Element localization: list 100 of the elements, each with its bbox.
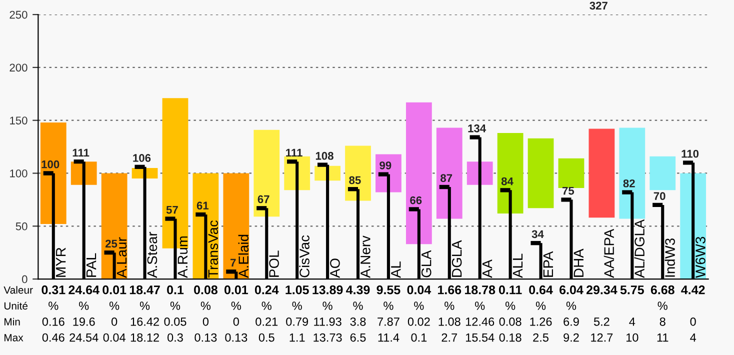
- text: Max: [4, 334, 24, 342]
- text: 1.26: [530, 317, 552, 326]
- text: 12.46: [466, 317, 494, 326]
- text: 0.11: [498, 285, 522, 294]
- text: %: [353, 302, 363, 310]
- text: 0: [112, 317, 118, 326]
- text: 12.7: [591, 333, 613, 342]
- x-tick-label: DGLA: [452, 240, 462, 277]
- x-tick-label: EPA: [543, 251, 553, 277]
- x-tick-label: PAL: [86, 253, 96, 277]
- data-label: 84: [501, 177, 514, 186]
- text: 3.8: [350, 317, 366, 326]
- text: %: [475, 302, 485, 310]
- text: 0.16: [42, 317, 64, 326]
- y-tick-label: 100: [10, 170, 28, 178]
- text: %: [231, 302, 241, 310]
- x-tick-label: A.Laur: [116, 237, 127, 278]
- text: %: [48, 302, 58, 310]
- x-tick-label: AL/DGLA: [634, 219, 644, 278]
- text: 7.87: [378, 317, 400, 326]
- text: 6.68: [650, 285, 674, 294]
- text: %: [444, 302, 454, 310]
- text: 0: [233, 317, 239, 326]
- data-label: 85: [349, 176, 361, 184]
- text: 0.79: [286, 317, 308, 326]
- bar: [406, 102, 432, 244]
- text: 1.08: [438, 317, 460, 326]
- text: Valeur: [4, 286, 33, 294]
- bar: [40, 122, 66, 224]
- text: 0.02: [408, 317, 430, 326]
- x-tick-label: AA/EPA: [604, 228, 614, 278]
- x-tick-label: MYR: [56, 248, 66, 277]
- data-label: 61: [196, 202, 209, 210]
- data-label: 82: [623, 179, 635, 188]
- data-label: 57: [166, 206, 178, 214]
- text: 2.7: [442, 333, 458, 342]
- text: 0.08: [194, 285, 218, 294]
- text: 24.64: [68, 285, 100, 294]
- bar: [345, 146, 371, 201]
- text: %: [414, 302, 424, 310]
- text: %: [536, 302, 546, 310]
- text: Min: [4, 318, 20, 326]
- text: 327: [590, 2, 608, 10]
- text: 1.1: [290, 333, 305, 342]
- bar: [650, 156, 676, 190]
- bar: [223, 173, 250, 280]
- bar: [376, 154, 402, 192]
- text: 4.39: [346, 285, 370, 294]
- data-label: 110: [682, 150, 699, 158]
- text: 0.01: [224, 285, 248, 294]
- x-tick-label: DHA: [574, 248, 584, 277]
- text: %: [140, 302, 150, 310]
- text: 0.21: [256, 317, 278, 326]
- bar: [588, 128, 615, 218]
- data-label: 25: [105, 240, 118, 248]
- text: 4.42: [681, 285, 705, 294]
- x-tick-label: A.Elaid: [238, 234, 248, 278]
- text: 0.18: [499, 333, 522, 342]
- text: 6.5: [350, 333, 366, 342]
- y-tick-label: 200: [10, 64, 28, 72]
- text: 1.05: [286, 285, 309, 294]
- text: %: [384, 302, 394, 310]
- text: 18.12: [130, 333, 159, 342]
- text: 29.34: [586, 285, 618, 294]
- data-label: 108: [316, 152, 334, 160]
- x-tick-label: IndW3: [664, 238, 675, 277]
- text: 0.31: [42, 285, 66, 294]
- x-tick-label: AA: [482, 259, 492, 278]
- text: %: [292, 302, 302, 310]
- x-tick-label: GLA: [421, 250, 432, 278]
- text: 18.78: [465, 285, 496, 294]
- text: %: [505, 302, 516, 310]
- data-label: 34: [532, 230, 544, 238]
- text: %: [566, 302, 576, 310]
- data-label: 100: [42, 160, 60, 168]
- bar: [528, 138, 554, 208]
- text: 18.47: [130, 285, 160, 294]
- data-label: 70: [654, 192, 666, 200]
- text: 5.2: [594, 317, 610, 326]
- text: 9.2: [564, 333, 579, 342]
- text: 24.54: [70, 333, 98, 342]
- data-label: 99: [380, 161, 392, 170]
- y-tick-label: 250: [10, 10, 28, 19]
- text: 9.55: [376, 285, 400, 294]
- text: 1.66: [438, 285, 462, 294]
- x-tick-label: TransVac: [208, 220, 218, 278]
- text: %: [322, 302, 332, 310]
- text: 0.04: [407, 285, 432, 294]
- x-tick-label: ALL: [512, 254, 523, 278]
- text: 5.75: [620, 286, 644, 294]
- text: 19.6: [73, 317, 95, 326]
- bar: [254, 130, 280, 217]
- text: 10: [626, 333, 638, 342]
- text: 15.54: [466, 333, 494, 342]
- x-tick-label: AO: [330, 258, 340, 278]
- data-label: 75: [562, 186, 574, 195]
- data-label: 111: [286, 148, 302, 157]
- text: 13.73: [314, 333, 342, 342]
- text: 6.04: [560, 285, 584, 294]
- data-label: 7: [230, 258, 236, 267]
